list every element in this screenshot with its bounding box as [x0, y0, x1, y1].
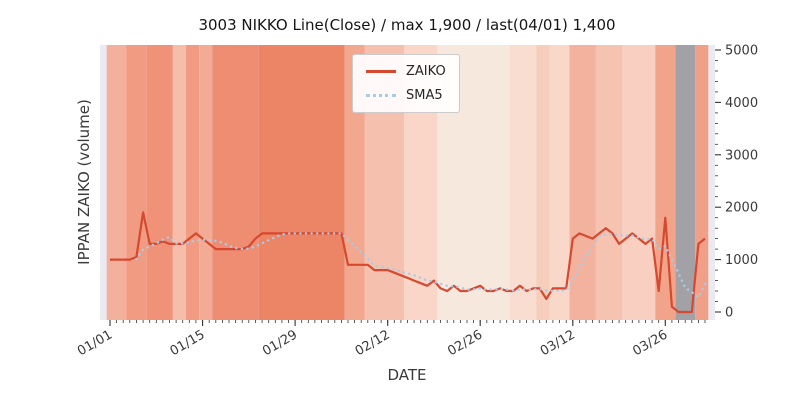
x-tick-label: 03/12: [538, 327, 578, 359]
zaiko-line: [110, 211, 706, 314]
x-tick-label: 01/01: [75, 327, 115, 359]
x-tick-label: 01/29: [260, 327, 300, 359]
background-band: [510, 45, 537, 320]
y-tick-label: 4000: [725, 96, 758, 111]
chart-title: 3003 NIKKO Line(Close) / max 1,900 / las…: [198, 16, 616, 34]
y-tick-label: 1000: [725, 253, 758, 268]
background-band: [675, 45, 696, 320]
background-band: [146, 45, 173, 320]
y-axis-label: IPPAN ZAIKO (volume): [75, 99, 93, 265]
background-band: [126, 45, 147, 320]
background-band: [549, 45, 570, 320]
background-band: [186, 45, 200, 320]
background-band: [595, 45, 623, 320]
background-band: [172, 45, 186, 320]
background-band: [106, 45, 127, 320]
legend-label-zaiko: ZAIKO: [406, 64, 446, 79]
legend-label-sma5: SMA5: [406, 88, 443, 103]
x-tick-label: 01/15: [168, 327, 208, 359]
background-band: [536, 45, 550, 320]
legend-item-zaiko: ZAIKO: [366, 64, 446, 79]
background-band: [695, 45, 709, 320]
sma5-line: [135, 232, 707, 300]
x-tick-label: 02/26: [445, 327, 485, 359]
background-band: [212, 45, 259, 320]
y-tick-label: 5000: [725, 44, 758, 59]
y-tick-label: 0: [725, 306, 733, 321]
x-tick-label: 02/12: [353, 327, 393, 359]
x-axis-label: DATE: [387, 366, 427, 384]
zaiko-line-sample: [366, 70, 396, 73]
background-band: [569, 45, 596, 320]
sma5-line-sample: [366, 94, 396, 97]
legend-item-sma5: SMA5: [366, 88, 446, 103]
background-band: [258, 45, 345, 320]
legend: ZAIKO SMA5: [352, 54, 460, 113]
background-band: [622, 45, 656, 320]
y-tick-label: 2000: [725, 201, 758, 216]
x-tick-label: 03/26: [630, 327, 670, 359]
y-tick-label: 3000: [725, 148, 758, 163]
background-band: [655, 45, 676, 320]
background-band: [199, 45, 213, 320]
